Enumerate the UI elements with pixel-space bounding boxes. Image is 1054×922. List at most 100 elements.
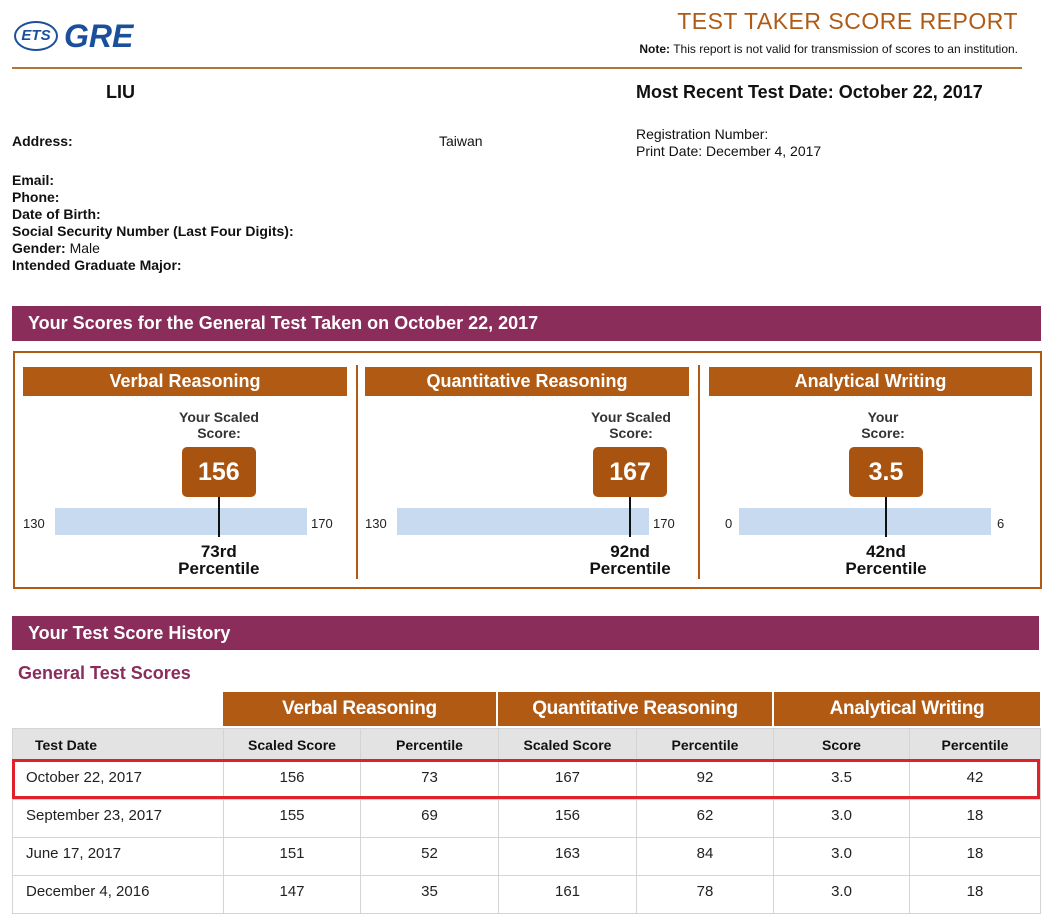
gender-label: Gender: bbox=[12, 240, 66, 256]
table-cell: 42 bbox=[909, 761, 1041, 800]
note-label: Note: bbox=[639, 42, 671, 56]
address-country: Taiwan bbox=[439, 133, 483, 149]
panel-divider bbox=[698, 365, 700, 579]
score-panel-verbal: Verbal Reasoning Your Scaled Score: 156 … bbox=[15, 353, 357, 587]
column-header: Scaled Score bbox=[498, 728, 637, 762]
table-cell: 52 bbox=[360, 837, 499, 876]
table-cell: 18 bbox=[909, 799, 1041, 838]
percentile-value: 92nd bbox=[610, 542, 650, 561]
group-head-verbal: Verbal Reasoning bbox=[223, 692, 496, 726]
score-marker-quant bbox=[629, 497, 632, 537]
table-cell: 62 bbox=[636, 799, 774, 838]
scaled-label-line-2: Score: bbox=[197, 425, 241, 441]
panel-title-verbal: Verbal Reasoning bbox=[23, 367, 347, 396]
scale-min-quant: 130 bbox=[365, 516, 387, 531]
ets-logo: ETS bbox=[14, 21, 58, 51]
column-header: Percentile bbox=[360, 728, 499, 762]
table-cell: 151 bbox=[223, 837, 361, 876]
table-cell: 156 bbox=[223, 761, 361, 800]
group-head-quant: Quantitative Reasoning bbox=[498, 692, 772, 726]
column-header: Percentile bbox=[909, 728, 1041, 762]
panel-divider bbox=[356, 365, 358, 579]
percentile-quant: 92nd Percentile bbox=[560, 543, 700, 577]
percentile-value: 73rd bbox=[200, 542, 237, 561]
address-row: Address: bbox=[12, 133, 73, 150]
most-recent-test-date: Most Recent Test Date: October 22, 2017 bbox=[636, 82, 983, 102]
score-badge-writing: 3.5 bbox=[849, 447, 923, 497]
table-cell: 3.0 bbox=[773, 799, 910, 838]
table-row: September 23, 2017 155 69 156 62 3.0 18 bbox=[12, 799, 1041, 838]
table-row: October 22, 2017 156 73 167 92 3.5 42 bbox=[12, 761, 1041, 800]
score-bar-writing bbox=[739, 508, 991, 535]
scores-section-title: Your Scores for the General Test Taken o… bbox=[12, 306, 1041, 341]
percentile-word: Percentile bbox=[845, 559, 927, 578]
gender-row: Gender: Male bbox=[12, 240, 100, 257]
gender-value: Male bbox=[69, 240, 100, 256]
score-history-table: Test Date Scaled Score Percentile Scaled… bbox=[12, 728, 1041, 914]
panel-title-quant: Quantitative Reasoning bbox=[365, 367, 689, 396]
dob-label: Date of Birth: bbox=[12, 206, 101, 222]
scaled-label-line-2: Score: bbox=[609, 425, 653, 441]
table-cell: 147 bbox=[223, 875, 361, 914]
scale-min-writing: 0 bbox=[725, 516, 733, 531]
group-head-writing: Analytical Writing bbox=[774, 692, 1040, 726]
scale-max-verbal: 170 bbox=[311, 516, 333, 531]
table-row: December 4, 2016 147 35 161 78 3.0 18 bbox=[12, 875, 1041, 914]
history-subtitle: General Test Scores bbox=[18, 663, 191, 683]
phone-label: Phone: bbox=[12, 189, 60, 205]
report-title: TEST TAKER SCORE REPORT bbox=[677, 8, 1018, 34]
header-divider bbox=[12, 67, 1022, 69]
scaled-label-line-1: Your Scaled bbox=[591, 409, 671, 425]
table-cell: September 23, 2017 bbox=[12, 799, 224, 838]
scale-max-quant: 170 bbox=[653, 516, 675, 531]
print-date: Print Date: December 4, 2017 bbox=[636, 143, 822, 159]
note-text: This report is not valid for transmissio… bbox=[673, 42, 1018, 56]
email-label: Email: bbox=[12, 172, 55, 188]
score-bar-verbal bbox=[55, 508, 307, 535]
score-badge-quant: 167 bbox=[593, 447, 668, 497]
panel-title-writing: Analytical Writing bbox=[709, 367, 1032, 396]
column-header: Percentile bbox=[636, 728, 774, 762]
table-cell: 3.0 bbox=[773, 837, 910, 876]
table-cell: 3.5 bbox=[773, 761, 910, 800]
table-cell: 156 bbox=[498, 799, 637, 838]
percentile-value: 42nd bbox=[866, 542, 906, 561]
report-note: Note: This report is not valid for trans… bbox=[639, 42, 1018, 56]
gre-wordmark: GRE bbox=[64, 17, 134, 54]
history-section-title: Your Test Score History bbox=[12, 616, 1039, 650]
table-cell: 18 bbox=[909, 875, 1041, 914]
dob-row: Date of Birth: bbox=[12, 206, 101, 223]
scale-min-verbal: 130 bbox=[23, 516, 45, 531]
percentile-word: Percentile bbox=[178, 559, 260, 578]
table-cell: 92 bbox=[636, 761, 774, 800]
scaled-label-quant: Your Scaled Score: bbox=[571, 409, 691, 441]
highlight-box bbox=[12, 759, 1040, 799]
table-cell: 161 bbox=[498, 875, 637, 914]
table-cell: December 4, 2016 bbox=[12, 875, 224, 914]
table-cell: 3.0 bbox=[773, 875, 910, 914]
scaled-label-line-2: Score: bbox=[861, 425, 905, 441]
table-cell: October 22, 2017 bbox=[12, 761, 224, 800]
major-row: Intended Graduate Major: bbox=[12, 257, 182, 274]
table-cell: 167 bbox=[498, 761, 637, 800]
percentile-verbal: 73rd Percentile bbox=[149, 543, 289, 577]
scaled-label-line-1: Your Scaled bbox=[179, 409, 259, 425]
score-panel-quant: Quantitative Reasoning Your Scaled Score… bbox=[357, 353, 699, 587]
email-row: Email: bbox=[12, 172, 54, 189]
score-bar-quant bbox=[397, 508, 649, 535]
phone-row: Phone: bbox=[12, 189, 59, 206]
scale-max-writing: 6 bbox=[997, 516, 1005, 531]
score-marker-writing bbox=[885, 497, 887, 537]
table-cell: 163 bbox=[498, 837, 637, 876]
table-cell: June 17, 2017 bbox=[12, 837, 224, 876]
gre-logo: ETS GRE bbox=[14, 16, 133, 56]
table-cell: 35 bbox=[360, 875, 499, 914]
score-badge-verbal: 156 bbox=[181, 447, 256, 497]
scaled-label-writing: Your Score: bbox=[823, 409, 943, 441]
percentile-word: Percentile bbox=[589, 559, 671, 578]
candidate-name: LIU bbox=[106, 82, 135, 102]
scaled-label-line-1: Your bbox=[867, 409, 899, 425]
registration-number: Registration Number: bbox=[636, 126, 769, 142]
table-cell: 69 bbox=[360, 799, 499, 838]
scaled-label-verbal: Your Scaled Score: bbox=[159, 409, 279, 441]
